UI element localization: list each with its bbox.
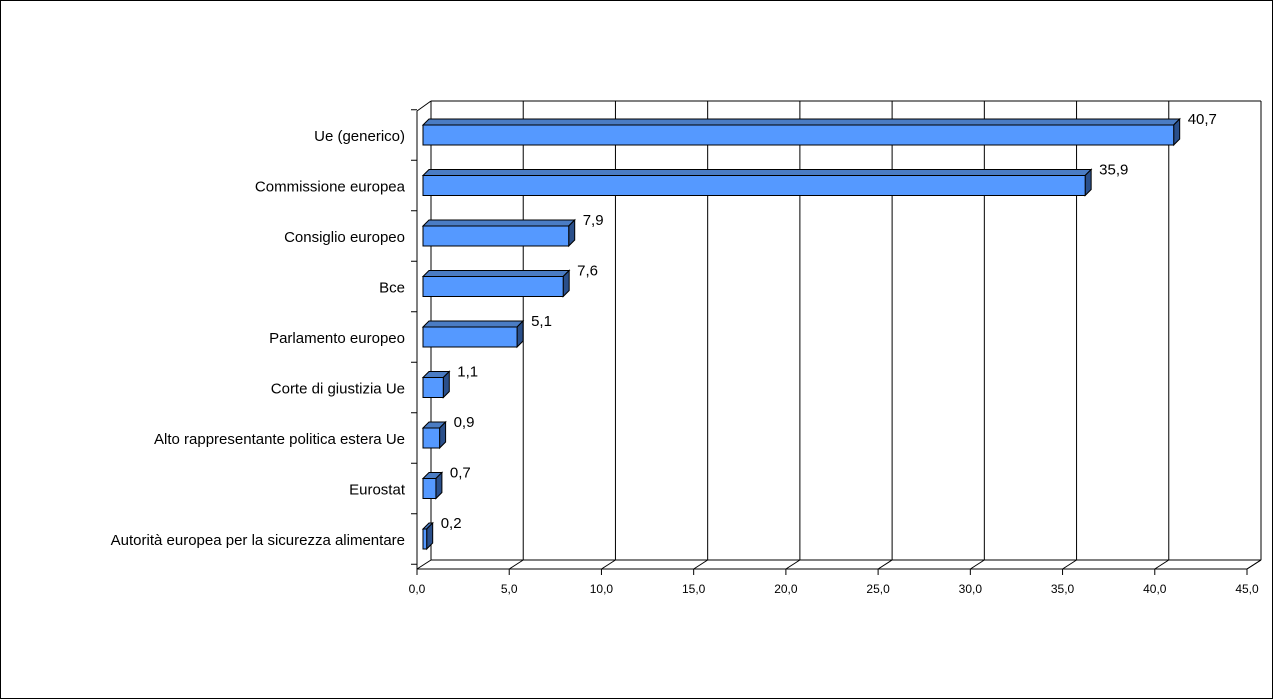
floor-gridline	[416, 559, 432, 570]
data-label: 1,1	[457, 364, 478, 381]
data-label: 5,1	[531, 313, 552, 330]
bar	[421, 218, 576, 248]
bar-top-face	[421, 320, 525, 328]
bar	[421, 117, 1181, 147]
category-label: Alto rappresentante politica estera Ue	[154, 431, 405, 448]
bar	[421, 370, 451, 399]
bar-front-face	[422, 225, 570, 247]
x-tick-label: 0,0	[409, 582, 426, 596]
bar-front-face	[422, 276, 564, 297]
data-label: 0,7	[450, 465, 471, 482]
floor-gridline	[877, 559, 893, 570]
data-labels: 40,7 35,9 7,9 7,6 5,1 1,1 0,9 0,7 0,2	[441, 111, 1217, 532]
bars	[421, 117, 1181, 551]
category-label: Bce	[379, 280, 405, 297]
bar	[421, 521, 434, 551]
bar-top-face	[421, 219, 576, 227]
x-tick-label: 5,0	[501, 582, 518, 596]
floor-gridline	[601, 559, 616, 570]
category-label: Commissione europea	[255, 179, 406, 196]
category-label: Consiglio europeo	[284, 229, 405, 246]
side-wall-top	[416, 100, 432, 112]
bar-front-face	[422, 478, 437, 499]
bar	[421, 471, 444, 500]
floor-gridline	[785, 559, 801, 570]
axes	[411, 109, 1248, 575]
bar	[421, 420, 447, 450]
bar	[421, 319, 525, 349]
bar-front-face	[422, 427, 441, 449]
bar-front-face	[422, 124, 1175, 146]
data-label: 35,9	[1099, 162, 1128, 179]
x-tick-label: 25,0	[866, 582, 890, 596]
floor-gridline	[1246, 559, 1262, 570]
x-tick-label: 20,0	[774, 582, 798, 596]
bar-front-face	[422, 326, 518, 348]
floor-gridline	[970, 559, 985, 570]
category-label: Parlamento europeo	[269, 330, 405, 347]
x-tick-label: 40,0	[1143, 582, 1167, 596]
floor-gridline	[1154, 559, 1170, 570]
x-tick-labels: 0,0 5,0 10,0 15,0 20,0 25,0 30,0 35,0 40,0 45,0	[409, 582, 1259, 596]
data-label: 40,7	[1188, 111, 1217, 128]
bar-front-face	[422, 175, 1086, 196]
bar-top-face	[421, 270, 571, 277]
floor-gridline	[1062, 559, 1077, 570]
category-label: Eurostat	[349, 482, 406, 499]
data-label: 0,9	[454, 414, 475, 431]
category-label: Ue (generico)	[314, 128, 405, 145]
bar-front-face	[422, 377, 444, 398]
floor-gridline	[508, 559, 524, 570]
bar-front-face	[422, 528, 428, 550]
data-label: 0,2	[441, 515, 462, 532]
category-label: Corte di giustizia Ue	[271, 381, 405, 398]
x-tick-label: 45,0	[1235, 582, 1259, 596]
x-tick-label: 10,0	[590, 582, 614, 596]
floor-gridline	[693, 559, 708, 570]
category-labels: Ue (generico) Commissione europea Consigli…	[111, 128, 406, 549]
bar-top-face	[421, 169, 1093, 176]
bar	[421, 168, 1093, 197]
data-label: 7,6	[577, 263, 598, 280]
x-tick-label: 30,0	[959, 582, 983, 596]
data-label: 7,9	[583, 212, 604, 229]
bar	[421, 269, 571, 298]
x-tick-label: 15,0	[682, 582, 706, 596]
bar-top-face	[421, 118, 1181, 126]
x-tick-label: 35,0	[1051, 582, 1075, 596]
category-label: Autorità europea per la sicurezza alimen…	[111, 532, 405, 549]
